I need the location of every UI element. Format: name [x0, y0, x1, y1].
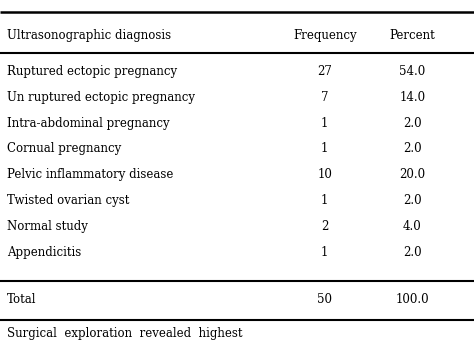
Text: 27: 27 [317, 65, 332, 78]
Text: 1: 1 [321, 194, 328, 207]
Text: Ruptured ectopic pregnancy: Ruptured ectopic pregnancy [7, 65, 177, 78]
Text: Cornual pregnancy: Cornual pregnancy [7, 142, 121, 155]
Text: 2: 2 [321, 220, 328, 233]
Text: 2.0: 2.0 [403, 117, 422, 130]
Text: Twisted ovarian cyst: Twisted ovarian cyst [7, 194, 129, 207]
Text: Un ruptured ectopic pregnancy: Un ruptured ectopic pregnancy [7, 91, 195, 104]
Text: 20.0: 20.0 [399, 168, 426, 181]
Text: 10: 10 [317, 168, 332, 181]
Text: 2.0: 2.0 [403, 246, 422, 259]
Text: 7: 7 [321, 91, 328, 104]
Text: Intra-abdominal pregnancy: Intra-abdominal pregnancy [7, 117, 170, 130]
Text: 50: 50 [317, 293, 332, 306]
Text: Appendicitis: Appendicitis [7, 246, 82, 259]
Text: 2.0: 2.0 [403, 194, 422, 207]
Text: 2.0: 2.0 [403, 142, 422, 155]
Text: Total: Total [7, 293, 36, 306]
Text: 14.0: 14.0 [399, 91, 426, 104]
Text: 100.0: 100.0 [396, 293, 429, 306]
Text: 4.0: 4.0 [403, 220, 422, 233]
Text: Percent: Percent [390, 29, 435, 42]
Text: 1: 1 [321, 117, 328, 130]
Text: 1: 1 [321, 246, 328, 259]
Text: Surgical  exploration  revealed  highest: Surgical exploration revealed highest [7, 327, 243, 340]
Text: Normal study: Normal study [7, 220, 88, 233]
Text: 1: 1 [321, 142, 328, 155]
Text: 54.0: 54.0 [399, 65, 426, 78]
Text: Pelvic inflammatory disease: Pelvic inflammatory disease [7, 168, 173, 181]
Text: Frequency: Frequency [293, 29, 356, 42]
Text: Ultrasonographic diagnosis: Ultrasonographic diagnosis [7, 29, 171, 42]
